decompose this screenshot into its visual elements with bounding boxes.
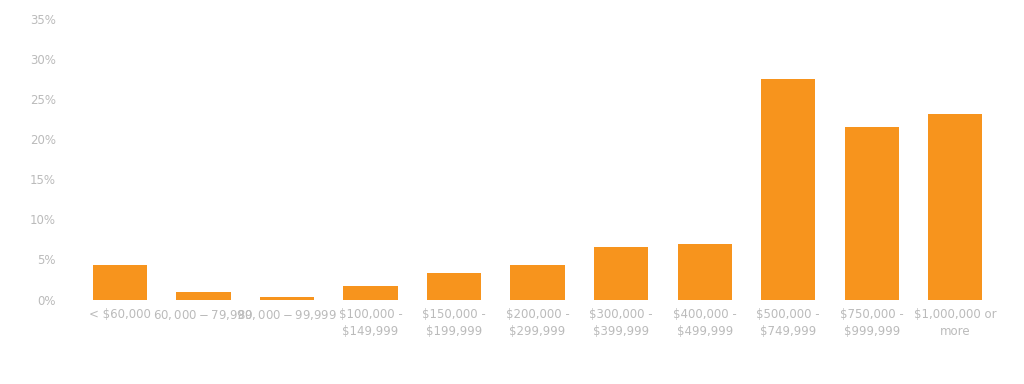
Bar xyxy=(928,114,982,300)
Bar xyxy=(93,265,147,300)
Bar xyxy=(343,286,397,300)
Bar xyxy=(427,273,481,300)
Bar xyxy=(678,244,732,300)
Bar xyxy=(176,292,230,300)
Bar xyxy=(510,265,565,300)
Bar xyxy=(260,297,314,300)
Bar xyxy=(594,247,648,300)
Bar xyxy=(761,79,815,300)
Bar xyxy=(845,127,899,300)
